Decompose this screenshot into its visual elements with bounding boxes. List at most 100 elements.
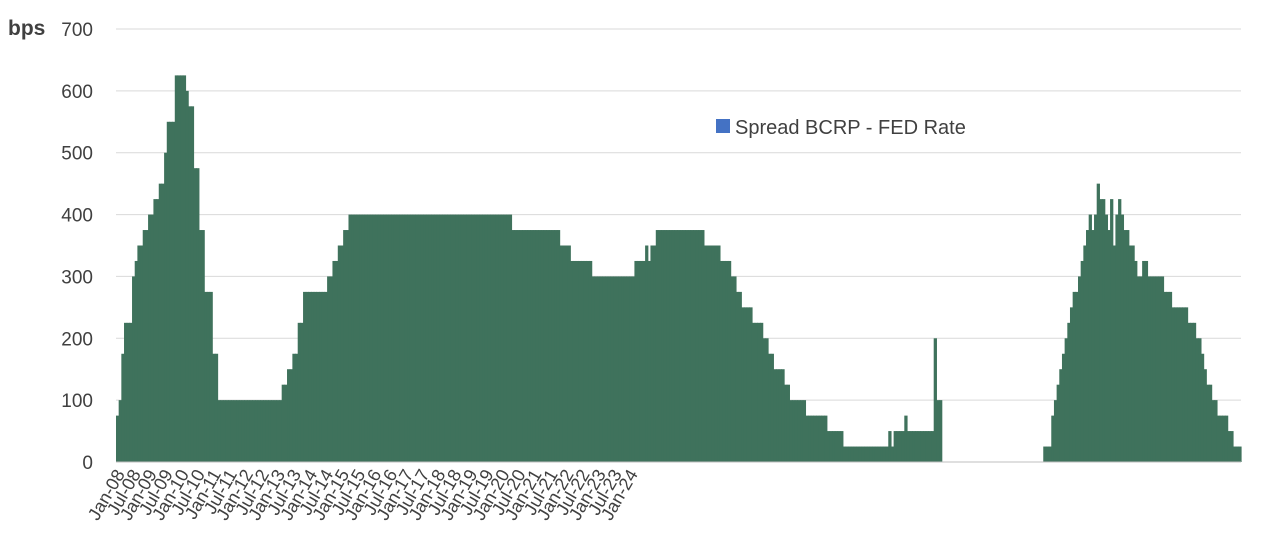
bar <box>1136 276 1141 462</box>
bar <box>1222 415 1226 462</box>
y-tick-label: 700 <box>61 20 93 41</box>
bar <box>770 353 774 462</box>
bar <box>335 260 339 462</box>
bar <box>826 431 831 462</box>
bar <box>677 230 681 462</box>
bar <box>741 307 745 462</box>
bar <box>551 230 555 462</box>
bar <box>153 199 157 463</box>
bar <box>733 276 737 462</box>
bar <box>1190 322 1194 462</box>
bar <box>514 230 518 462</box>
bar <box>222 400 227 462</box>
bar <box>570 260 574 462</box>
bar <box>433 214 438 462</box>
bar <box>663 230 668 462</box>
bar <box>230 400 235 462</box>
bar <box>893 431 897 462</box>
bar <box>1107 230 1111 462</box>
bar <box>466 214 470 462</box>
bar <box>380 214 384 462</box>
bar <box>605 276 609 462</box>
bar <box>1147 276 1151 462</box>
bar <box>1216 415 1221 462</box>
bar <box>877 446 881 462</box>
bar <box>583 260 587 462</box>
bar <box>329 276 334 462</box>
y-tick-label: 400 <box>61 206 93 227</box>
bar <box>188 106 192 462</box>
bar <box>749 307 753 462</box>
bar <box>340 245 344 462</box>
bar <box>909 431 913 462</box>
bar <box>511 230 515 462</box>
bar <box>1168 291 1173 462</box>
bar <box>1091 230 1095 462</box>
bar <box>209 291 213 462</box>
bar <box>904 415 908 462</box>
bar <box>832 431 836 462</box>
bar <box>1112 245 1116 462</box>
bar <box>1155 276 1159 462</box>
bar <box>800 400 804 462</box>
legend: Spread BCRP - FED Rate <box>716 117 966 139</box>
legend-label: Spread BCRP - FED Rate <box>735 117 966 139</box>
bar <box>484 214 489 462</box>
bar <box>305 291 309 462</box>
bar <box>1083 245 1087 462</box>
bar <box>1056 384 1060 462</box>
bar <box>385 214 390 462</box>
bar <box>829 431 833 462</box>
bar <box>383 214 387 462</box>
bar <box>698 230 702 462</box>
bar <box>834 431 839 462</box>
bar <box>853 446 857 462</box>
bar <box>1171 307 1175 462</box>
bar <box>554 230 558 462</box>
bar <box>575 260 579 462</box>
bar <box>530 230 534 462</box>
bar <box>172 121 176 462</box>
bar <box>228 400 232 462</box>
bar <box>671 230 676 462</box>
bar <box>1238 446 1242 462</box>
bar <box>396 214 400 462</box>
bar <box>821 415 825 462</box>
bar <box>711 245 716 462</box>
bar <box>639 260 644 462</box>
bar <box>479 214 483 462</box>
bar <box>319 291 323 462</box>
bar <box>273 400 277 462</box>
bar <box>939 400 943 462</box>
bar <box>591 276 595 462</box>
bar <box>816 415 820 462</box>
bar <box>810 415 815 462</box>
bar <box>1096 183 1100 462</box>
bar <box>412 214 416 462</box>
bar <box>792 400 796 462</box>
bar <box>375 214 379 462</box>
bar <box>1232 446 1237 462</box>
bar <box>439 214 443 462</box>
y-tick-label: 600 <box>61 82 93 103</box>
bar <box>1131 245 1135 462</box>
bar <box>701 230 705 462</box>
bar <box>348 214 352 462</box>
bar <box>808 415 812 462</box>
bar <box>746 307 750 462</box>
bar <box>765 338 769 462</box>
bar <box>722 260 726 462</box>
bar <box>498 214 502 462</box>
bar <box>933 338 937 462</box>
bar <box>1102 199 1106 463</box>
bar <box>690 230 694 462</box>
bar <box>420 214 424 462</box>
bar <box>1230 431 1234 462</box>
bar <box>254 400 259 462</box>
bar <box>455 214 459 462</box>
bar <box>1179 307 1183 462</box>
bar <box>156 199 160 463</box>
bar <box>778 369 782 462</box>
bar <box>137 245 141 462</box>
bar <box>1067 322 1071 462</box>
